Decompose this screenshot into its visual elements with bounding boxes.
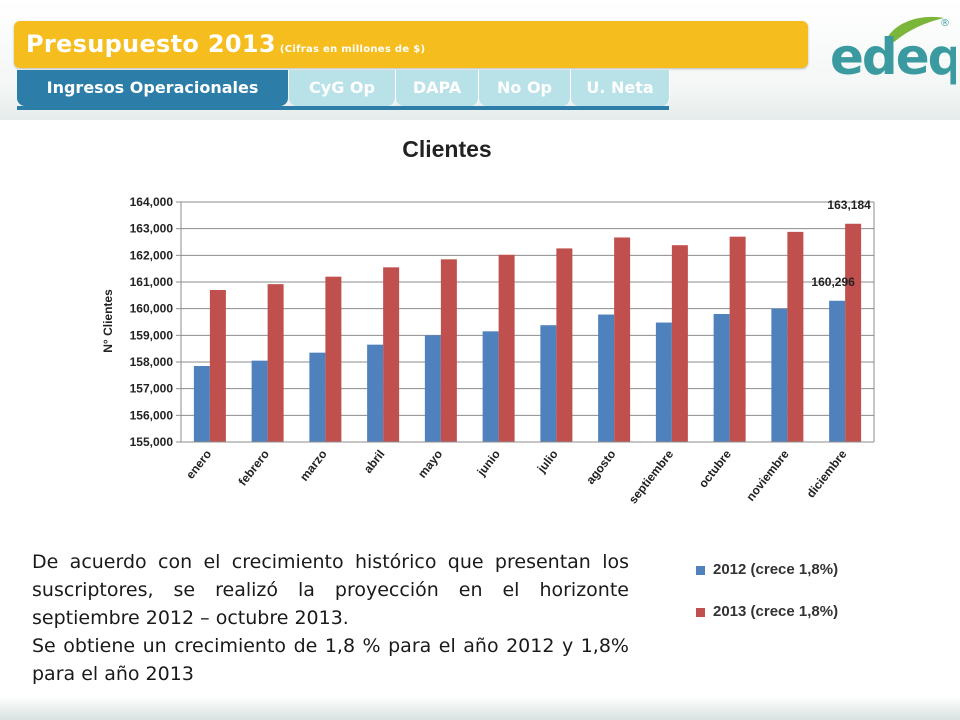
x-tick-label: enero <box>183 447 214 481</box>
bar-2013-octubre <box>729 236 746 442</box>
x-tick-labels: enero febrero marzo abril mayo junio julio agos… <box>183 447 850 506</box>
footer-background <box>0 696 960 720</box>
bar-2012-diciembre <box>829 300 846 442</box>
bar-2012-julio <box>540 325 557 442</box>
x-tick-label: diciembre <box>804 447 850 501</box>
y-tick-label: 158,000 <box>130 355 174 369</box>
x-tick-label: septiembre <box>626 447 677 506</box>
edeq-logo: edeq ® <box>830 16 956 86</box>
bar-2013-julio <box>556 248 573 442</box>
bar-2013-junio <box>498 254 515 442</box>
bar-2013-mayo <box>440 259 457 442</box>
x-tick-label: junio <box>474 447 503 479</box>
tab-underline <box>17 106 669 110</box>
y-axis-label: N° Clientes <box>101 289 115 353</box>
legend-label-2012: 2012 (crece 1,8%) <box>713 561 839 578</box>
tab-ingresos-operacionales[interactable]: Ingresos Operacionales <box>17 70 288 106</box>
tab-u-neta[interactable]: U. Neta <box>571 70 670 106</box>
tab-dapa[interactable]: DAPA <box>396 70 479 106</box>
description-paragraph-2: Se obtiene un crecimiento de 1,8 % para … <box>32 635 629 685</box>
data-labels: 160,296 163,184 <box>811 198 871 289</box>
bar-2012-marzo <box>309 352 326 442</box>
y-tick-label: 161,000 <box>130 275 174 289</box>
legend-swatch-2012 <box>696 565 705 575</box>
x-tick-label: octubre <box>696 447 734 491</box>
logo-registered-mark: ® <box>940 18 950 29</box>
x-tick-label: agosto <box>583 447 618 487</box>
y-tick-label: 159,000 <box>130 328 174 342</box>
tab-cyg-op[interactable]: CyG Op <box>289 70 396 106</box>
description-paragraph-1: De acuerdo con el crecimiento histórico … <box>32 551 629 629</box>
bar-2012-octubre <box>713 314 730 442</box>
bar-2012-abril <box>367 344 384 442</box>
bar-2013-abril <box>383 267 400 442</box>
legend-label-2013: 2013 (crece 1,8%) <box>713 603 839 620</box>
y-tick-label: 156,000 <box>130 408 174 422</box>
data-label: 163,184 <box>827 198 871 212</box>
legend-swatch-2013 <box>696 607 705 617</box>
bar-2012-junio <box>482 331 499 442</box>
logo-leaf-icon <box>886 16 944 42</box>
y-tick-label: 160,000 <box>130 302 174 316</box>
bars <box>193 223 862 442</box>
y-tick-label: 162,000 <box>130 248 174 262</box>
bar-2013-septiembre <box>671 245 688 442</box>
legend-item-2012: 2012 (crece 1,8%) <box>696 561 838 578</box>
x-tick-label: julio <box>534 447 561 476</box>
y-tick-label: 163,000 <box>130 222 174 236</box>
bar-2012-enero <box>193 366 210 442</box>
x-tick-label: mayo <box>415 447 445 480</box>
x-tick-label: febrero <box>236 447 272 488</box>
y-tick-label: 157,000 <box>130 382 174 396</box>
chart-title: Clientes <box>402 136 491 162</box>
bar-2012-febrero <box>251 360 268 442</box>
bar-2012-noviembre <box>771 308 788 442</box>
clientes-bar-chart: Clientes N° Clientes 155,000 156,000 157,0… <box>101 136 875 506</box>
tab-no-op[interactable]: No Op <box>479 70 571 106</box>
page-title-text: Presupuesto 2013 <box>26 30 276 58</box>
page-title: Presupuesto 2013 (Cifras en millones de $… <box>26 30 425 58</box>
legend-item-2013: 2013 (crece 1,8%) <box>696 603 838 620</box>
bar-2013-marzo <box>325 276 342 442</box>
bar-2013-diciembre <box>845 223 862 442</box>
bar-2013-febrero <box>267 284 284 442</box>
data-label: 160,296 <box>811 275 855 289</box>
axes <box>180 202 875 443</box>
x-tick-label: abril <box>361 447 388 476</box>
page-subtitle: (Cifras en millones de $) <box>279 44 426 55</box>
y-tick-labels: 155,000 156,000 157,000 158,000 159,000 160,0… <box>130 195 174 449</box>
logo-wordmark: edeq <box>830 28 956 86</box>
bar-2012-septiembre <box>655 322 672 442</box>
bar-2013-agosto <box>614 237 631 442</box>
title-bar: Presupuesto 2013 (Cifras en millones de $… <box>14 21 808 68</box>
y-tick-label: 155,000 <box>130 435 174 449</box>
bar-2012-mayo <box>424 335 441 442</box>
x-tick-label: marzo <box>297 447 330 483</box>
description: De acuerdo con el crecimiento histórico … <box>32 548 629 688</box>
y-tick-label: 164,000 <box>130 195 174 209</box>
x-tick-label: noviembre <box>743 447 792 504</box>
bar-2013-noviembre <box>787 231 804 442</box>
bar-2012-agosto <box>598 314 615 442</box>
bar-2013-enero <box>209 290 226 442</box>
